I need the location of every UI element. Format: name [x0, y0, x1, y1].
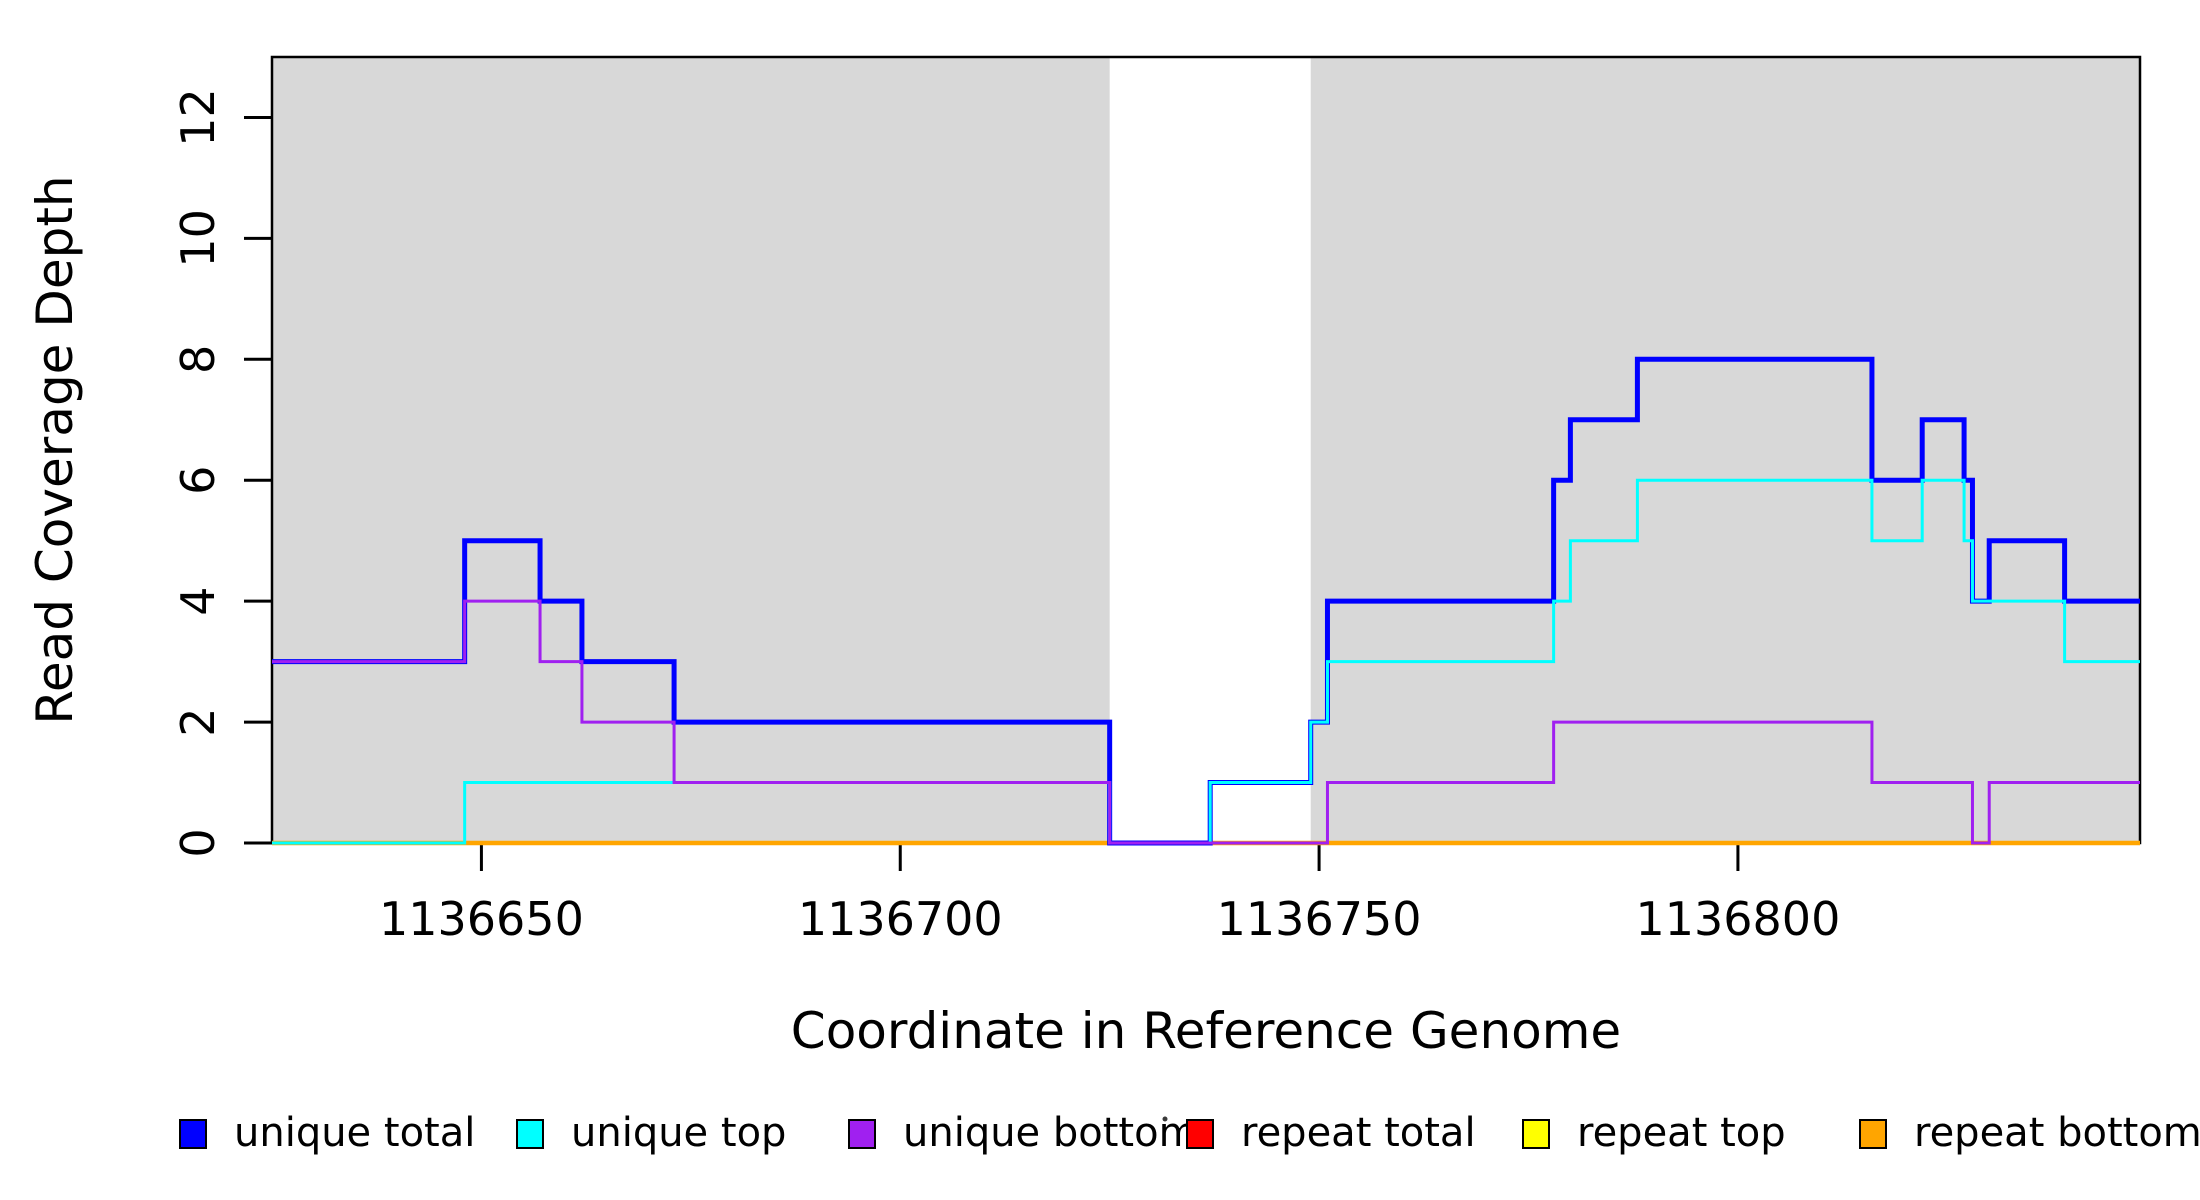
shaded-region [272, 57, 1110, 843]
series-layer [272, 356, 2140, 846]
legend-label-repeat-total: repeat total [1241, 1110, 1476, 1156]
shaded-region [1310, 57, 2140, 843]
legend-label-unique-bottom: unique bottom [903, 1110, 1198, 1156]
legend-label-unique-total: unique total [234, 1110, 475, 1156]
x-tick-label: 1136700 [798, 892, 1003, 946]
x-tick-label: 1136650 [379, 892, 584, 946]
legend-swatch-unique-top [516, 1119, 544, 1149]
legend-label-unique-top: unique top [571, 1110, 786, 1156]
legend-label-repeat-top: repeat top [1577, 1110, 1786, 1156]
y-tick-label: 6 [171, 466, 225, 495]
y-tick-label: 12 [171, 88, 225, 147]
legend-swatch-unique-total [179, 1119, 207, 1149]
y-tick-label: 2 [171, 707, 225, 736]
legend-swatch-unique-bottom [848, 1119, 876, 1149]
legend-swatch-repeat-total [1186, 1119, 1214, 1149]
y-axis-title: Read Coverage Depth [26, 175, 84, 724]
x-tick-label: 1136750 [1217, 892, 1422, 946]
legend-label-repeat-bottom: repeat bottom [1914, 1110, 2200, 1156]
legend-swatch-repeat-top [1522, 1119, 1550, 1149]
y-tick-label: 4 [171, 587, 225, 616]
legend-swatch-repeat-bottom [1859, 1119, 1887, 1149]
series-line-unique-total [272, 356, 2140, 846]
y-tick-label: 0 [171, 828, 225, 857]
legend: unique total unique top unique bottom repea… [179, 1110, 2200, 1156]
shaded-regions-layer [272, 57, 2140, 843]
y-tick-label: 8 [171, 345, 225, 374]
stray-mark [1162, 1116, 1168, 1122]
series-line-unique-bottom [272, 599, 2140, 845]
x-axis-title: Coordinate in Reference Genome [791, 1002, 1621, 1060]
axes-layer: 1136650 1136700 1136750 1136800 0 2 4 6 8 10 12 [171, 88, 1840, 946]
x-tick-label: 1136800 [1635, 892, 1840, 946]
axis-titles-layer: Coordinate in Reference Genome Read Cove… [26, 175, 1621, 1060]
y-tick-label: 10 [171, 209, 225, 268]
